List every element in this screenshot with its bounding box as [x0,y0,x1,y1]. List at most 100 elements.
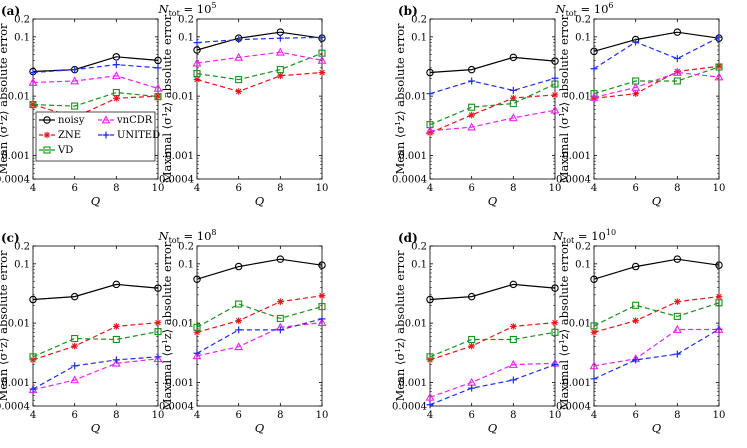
united-marker [632,356,640,364]
vncdr-marker [234,52,244,61]
noisy-line [196,31,323,51]
y-tick-label: 0.001 [165,378,194,389]
zne-marker [29,101,37,108]
vd-marker [468,103,476,111]
x-axis-title: Q [652,421,662,435]
united-line [593,36,720,70]
series-vd [193,300,326,331]
plot-maximal-3: 0.0004 0.001 0.01 0.1 0.2 4 6 8 10 Q Maximal ⟨σ¹z⟩… [556,241,725,435]
noisy-line [196,258,323,280]
zne-marker [468,111,475,119]
legend-entry-zne: ZNE [39,130,81,141]
united-line [32,63,159,74]
vd-marker [276,314,284,322]
panel-label: (a) [1,4,20,18]
vncdr-marker [111,71,121,80]
panel-0: (a) Ntot = 105 [1,1,217,18]
y-tick-label: 0.001 [398,151,427,162]
vncdr-line [429,109,556,132]
panel-title: Ntot = 1010 [552,228,616,245]
x-tick-label: 8 [277,410,283,421]
noisy-line [593,31,720,52]
zne-marker [113,94,120,102]
legend-label: ZNE [58,130,81,141]
vd-line [429,331,556,358]
x-tick-label: 8 [674,410,680,421]
x-tick-label: 6 [468,183,474,194]
vncdr-line [32,358,159,391]
plot-frame [196,18,323,180]
x-tick-label: 10 [316,183,329,194]
x-tick-label: 10 [549,183,562,194]
zne-marker [318,69,326,76]
y-tick-label: 0.0004 [556,175,591,186]
vd-marker [673,77,681,85]
y-tick-label: 0.2 [411,15,427,26]
noisy-marker [112,53,121,61]
series-zne [193,69,326,95]
legend-entry-vd: VD [39,145,73,156]
zne-marker [674,298,681,305]
united-line [196,318,323,354]
zne-marker [43,131,51,139]
vncdr-marker [467,122,477,131]
title-sub: tot [566,9,578,18]
united-marker [154,353,162,361]
y-tick-label: 0.1 [14,32,30,43]
series-vncdr [28,71,163,92]
vncdr-marker [589,92,599,101]
vd-marker [426,353,434,361]
x-tick-label: 8 [510,410,516,421]
series-vd [193,49,326,84]
y-tick-label: 0.1 [575,32,591,43]
title-sub: tot [563,236,575,245]
vd-marker [112,335,120,344]
series-noisy [29,280,162,304]
x-tick-label: 8 [674,183,680,194]
y-tick-label: 0.2 [14,15,30,26]
plot-mean-2: 0.0004 0.001 0.01 0.1 0.2 4 6 8 10 Q Mean ⟨σ¹z⟩ ab… [0,242,164,436]
united-line [429,77,556,95]
series-vd [29,328,162,361]
vncdr-line [593,71,720,98]
united-marker [632,38,640,46]
x-axis-title: Q [91,421,101,435]
y-tick-label: 0.001 [562,151,591,162]
vncdr-marker [589,361,599,370]
plot-maximal-1: 0.0004 0.001 0.01 0.1 0.2 4 6 8 10 Q Maximal ⟨σ¹z⟩… [556,14,725,208]
y-tick-label: 0.1 [178,32,194,43]
y-tick-label: 0.1 [411,259,427,270]
y-tick-label: 0.0004 [0,402,30,413]
noisy-line [429,283,556,301]
plot-frame [196,245,323,407]
panel-title: Ntot = 106 [555,1,614,18]
united-marker [235,326,243,334]
vd-line [32,91,159,107]
noisy-marker [426,68,434,77]
noisy-marker [715,261,723,269]
vd-marker [43,146,51,154]
y-axis-title: Mean ⟨σ¹z⟩ absolute error [393,23,407,175]
x-tick-label: 8 [113,410,119,421]
plot-frame [593,245,720,407]
vd-marker [29,101,37,109]
x-tick-label: 10 [316,410,329,421]
series-vd [29,88,162,110]
noisy-marker [43,116,51,124]
noisy-marker [509,280,518,289]
noisy-marker [154,284,162,292]
y-axis-title: Mean ⟨σ¹z⟩ absolute error [0,250,10,402]
noisy-line [429,56,556,74]
x-tick-label: 4 [30,183,36,194]
title-exp: 10 [606,228,616,237]
vd-marker [193,70,201,78]
title-exp: 6 [608,1,613,10]
noisy-marker [193,46,201,54]
vncdr-marker [631,82,641,91]
vd-marker [154,93,162,101]
title-base: N [158,2,170,16]
legend-entry-vncdr: vnCDR [98,115,153,126]
united-marker [673,55,681,63]
united-marker [509,86,517,94]
title-eq: = 10 [180,229,212,243]
